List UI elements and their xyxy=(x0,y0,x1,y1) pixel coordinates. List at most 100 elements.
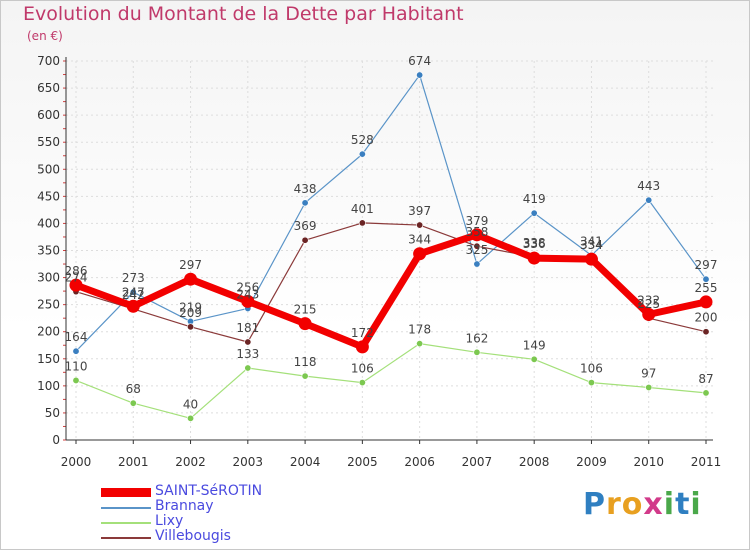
data-label: 118 xyxy=(294,355,317,369)
data-label: 297 xyxy=(695,258,718,272)
data-point xyxy=(241,294,255,308)
data-point xyxy=(301,199,309,207)
data-point xyxy=(416,221,424,229)
data-label: 341 xyxy=(580,234,603,248)
data-labels: 164 273 219 243 438 528 674 325 419 341 443 297 110 6… xyxy=(65,54,718,411)
data-label: 225 xyxy=(637,297,660,311)
data-point xyxy=(69,278,83,292)
data-point xyxy=(244,364,252,372)
chart-title: Evolution du Montant de la Dette par Hab… xyxy=(23,3,464,25)
logo-letter: r xyxy=(606,487,622,522)
data-point xyxy=(584,252,598,266)
data-label: 133 xyxy=(236,347,259,361)
data-point xyxy=(184,272,198,286)
logo-letter: x xyxy=(643,487,664,522)
data-label: 401 xyxy=(351,202,374,216)
data-point xyxy=(416,340,424,348)
y-tick-label: 450 xyxy=(37,189,60,203)
series-lines xyxy=(72,74,710,419)
data-point xyxy=(699,295,713,309)
data-label: 242 xyxy=(122,288,145,302)
logo-letter: t xyxy=(675,487,691,522)
data-label: 164 xyxy=(65,330,88,344)
proxiti-logo: Proxiti xyxy=(583,487,702,522)
y-tick-label: 400 xyxy=(37,216,60,230)
data-label: 215 xyxy=(294,303,317,317)
data-point xyxy=(645,196,653,204)
data-label: 68 xyxy=(126,382,141,396)
data-label: 674 xyxy=(408,54,431,68)
data-point xyxy=(527,251,541,265)
data-point xyxy=(702,389,710,397)
data-label: 344 xyxy=(408,233,431,247)
x-tick-label: 2010 xyxy=(633,455,664,469)
data-point xyxy=(72,376,80,384)
data-point xyxy=(187,414,195,422)
data-point xyxy=(413,247,427,261)
y-tick-label: 500 xyxy=(37,162,60,176)
y-tick-label: 650 xyxy=(37,81,60,95)
chart-subtitle: (en €) xyxy=(27,29,63,43)
x-tick-label: 2006 xyxy=(404,455,435,469)
logo-letter: o xyxy=(621,487,644,522)
legend-label: Brannay xyxy=(155,498,214,514)
data-point xyxy=(129,399,137,407)
data-point xyxy=(358,219,366,227)
data-point xyxy=(355,340,369,354)
data-label: 379 xyxy=(465,214,488,228)
data-point xyxy=(645,383,653,391)
y-tick-label: 600 xyxy=(37,108,60,122)
data-label: 209 xyxy=(179,306,202,320)
data-label: 397 xyxy=(408,204,431,218)
data-label: 149 xyxy=(523,338,546,352)
data-point xyxy=(126,299,140,313)
data-label: 106 xyxy=(351,362,374,376)
data-point xyxy=(358,379,366,387)
logo-letter: i xyxy=(663,487,676,522)
x-tick-label: 2008 xyxy=(519,455,550,469)
y-tick-label: 300 xyxy=(37,271,60,285)
data-label: 243 xyxy=(236,287,259,301)
x-tick-label: 2005 xyxy=(347,455,378,469)
data-label: 219 xyxy=(179,300,202,314)
y-tick-label: 200 xyxy=(37,325,60,339)
data-label: 325 xyxy=(465,243,488,257)
x-tick-label: 2007 xyxy=(462,455,493,469)
data-point xyxy=(129,288,137,296)
series-line-1 xyxy=(75,343,707,419)
data-label: 255 xyxy=(695,281,718,295)
y-tick-label: 100 xyxy=(37,379,60,393)
data-label: 297 xyxy=(179,258,202,272)
data-point xyxy=(187,323,195,331)
data-label: 110 xyxy=(65,359,88,373)
logo-letter: P xyxy=(583,487,606,522)
x-tick-label: 2003 xyxy=(233,455,264,469)
data-label: 172 xyxy=(351,326,374,340)
grid-lines xyxy=(66,60,713,441)
x-tick-label: 2011 xyxy=(691,455,722,469)
data-label: 369 xyxy=(294,219,317,233)
data-label: 247 xyxy=(122,285,145,299)
legend-swatch xyxy=(101,537,151,539)
data-label: 528 xyxy=(351,133,374,147)
y-tick-label: 0 xyxy=(52,433,60,447)
data-label: 273 xyxy=(122,271,145,285)
data-label: 334 xyxy=(580,238,603,252)
data-point xyxy=(244,338,252,346)
data-label: 181 xyxy=(236,321,259,335)
data-point xyxy=(530,209,538,217)
x-tick-label: 2004 xyxy=(290,455,321,469)
data-point xyxy=(702,328,710,336)
axes: 0 50 100 150 200 250 300 350 400 450 500 550 600 650 7… xyxy=(37,54,721,469)
data-label: 200 xyxy=(695,311,718,325)
data-point xyxy=(702,275,710,283)
data-point xyxy=(301,236,309,244)
data-label: 232 xyxy=(637,293,660,307)
data-label: 87 xyxy=(698,372,713,386)
y-tick-label: 150 xyxy=(37,352,60,366)
data-label: 178 xyxy=(408,323,431,337)
data-label: 162 xyxy=(465,331,488,345)
y-tick-label: 700 xyxy=(37,54,60,68)
legend-swatch xyxy=(101,522,151,524)
